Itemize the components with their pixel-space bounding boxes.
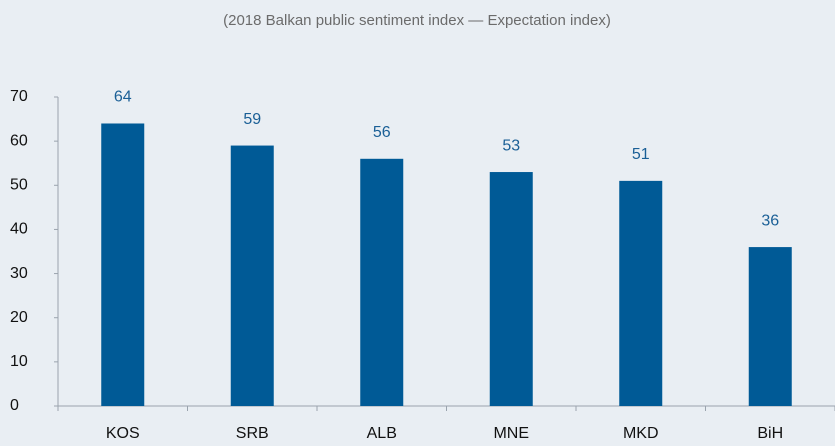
value-label: 53 — [502, 137, 520, 154]
x-tick-label: SRB — [236, 425, 269, 442]
y-tick-label: 70 — [10, 88, 28, 105]
x-tick-label: ALB — [367, 425, 397, 442]
x-tick-label: BiH — [757, 425, 783, 442]
y-tick-label: 50 — [10, 177, 28, 194]
bar — [748, 247, 792, 406]
value-label: 64 — [114, 89, 132, 106]
y-tick-label: 60 — [10, 132, 28, 149]
y-tick-label: 0 — [10, 397, 19, 414]
bar — [101, 123, 145, 406]
chart-title: (2018 Balkan public sentiment index — Ex… — [223, 12, 611, 29]
value-label: 36 — [761, 212, 779, 229]
x-tick-label: KOS — [106, 425, 140, 442]
value-label: 51 — [632, 146, 650, 163]
y-tick-label: 40 — [10, 221, 28, 238]
x-tick-label: MKD — [623, 425, 659, 442]
value-label: 56 — [373, 124, 391, 141]
bar — [230, 145, 274, 407]
bar — [619, 180, 663, 406]
bar — [360, 158, 404, 406]
y-tick-label: 30 — [10, 265, 28, 282]
y-tick-label: 20 — [10, 309, 28, 326]
bar — [489, 172, 533, 406]
value-label: 59 — [243, 111, 261, 128]
x-tick-label: MNE — [493, 425, 529, 442]
y-tick-label: 10 — [10, 353, 28, 370]
